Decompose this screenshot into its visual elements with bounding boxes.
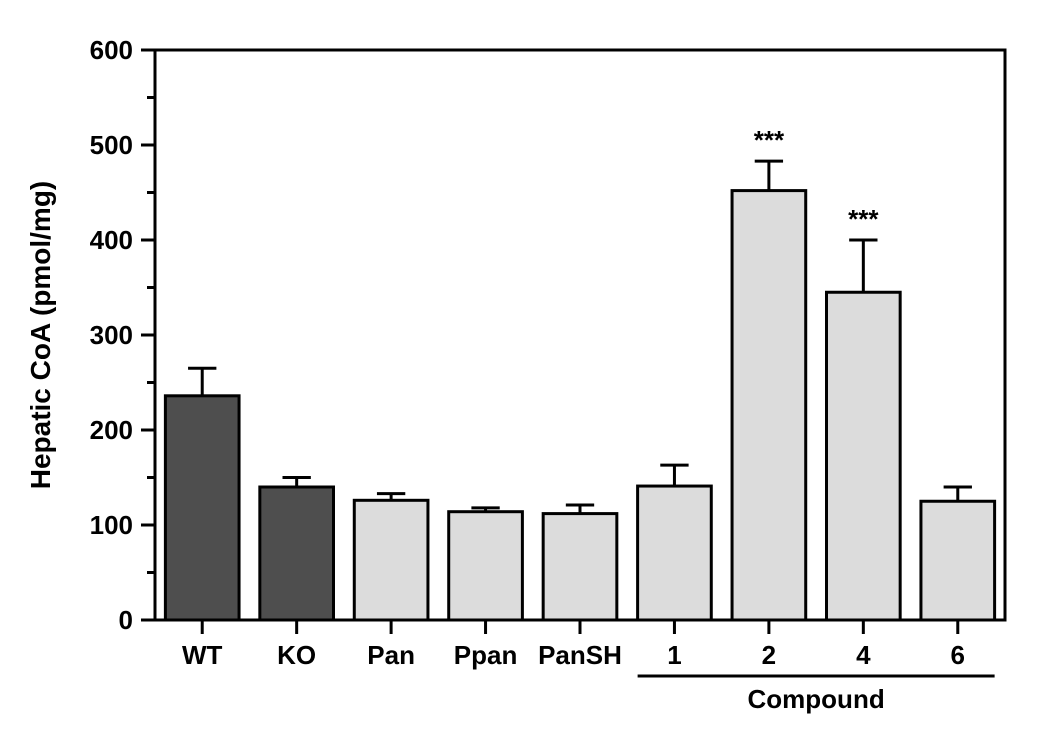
- bar: [165, 396, 239, 620]
- y-tick-label: 100: [90, 510, 133, 540]
- bar-chart: WT KO Pan Ppan PanSH 1 *** 2 *** 4 6 0 100 200 300 400 5…: [0, 0, 1050, 738]
- y-tick-label: 400: [90, 225, 133, 255]
- x-tick-label: WT: [182, 640, 223, 670]
- chart-container: WT KO Pan Ppan PanSH 1 *** 2 *** 4 6 0 100 200 300 400 5…: [0, 0, 1050, 738]
- x-tick-label: 2: [762, 640, 776, 670]
- bar: [260, 487, 334, 620]
- x-tick-label: 6: [951, 640, 965, 670]
- x-tick-label: 1: [667, 640, 681, 670]
- bar: [543, 514, 617, 620]
- bar: [638, 486, 712, 620]
- x-tick-label: Pan: [367, 640, 415, 670]
- significance-marker: ***: [848, 204, 879, 234]
- y-tick-label: 200: [90, 415, 133, 445]
- y-tick-label: 0: [119, 605, 133, 635]
- y-tick-label: 300: [90, 320, 133, 350]
- bar: [921, 501, 995, 620]
- x-tick-label: Ppan: [454, 640, 518, 670]
- bar: [827, 292, 901, 620]
- x-tick-label: 4: [856, 640, 871, 670]
- x-tick-label: KO: [277, 640, 316, 670]
- group-label: Compound: [748, 684, 885, 714]
- y-tick-label: 600: [90, 35, 133, 65]
- bar: [354, 500, 428, 620]
- x-tick-label: PanSH: [538, 640, 622, 670]
- bar: [449, 512, 523, 620]
- significance-marker: ***: [754, 125, 785, 155]
- bar: [732, 191, 806, 620]
- y-axis-label: Hepatic CoA (pmol/mg): [25, 181, 56, 490]
- y-tick-label: 500: [90, 130, 133, 160]
